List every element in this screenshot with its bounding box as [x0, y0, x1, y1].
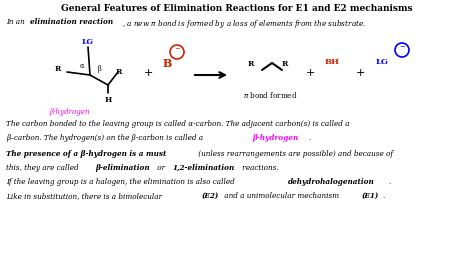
Text: The carbon bonded to the leaving group is called α-carbon. The adjacent carbon(s: The carbon bonded to the leaving group i…	[6, 120, 349, 128]
Text: General Features of Elimination Reactions for E1 and E2 mechanisms: General Features of Elimination Reaction…	[61, 4, 413, 13]
Text: LG: LG	[376, 58, 389, 66]
Text: .: .	[308, 134, 310, 142]
Text: β–carbon. The hydrogen(s) on the β-carbon is called a: β–carbon. The hydrogen(s) on the β-carbo…	[6, 134, 205, 142]
Text: R: R	[55, 65, 61, 73]
Text: or: or	[155, 164, 167, 172]
Text: α: α	[80, 62, 84, 70]
Text: $\pi$ bond formed: $\pi$ bond formed	[243, 90, 297, 100]
Text: +: +	[143, 68, 153, 78]
Text: , a new $\pi$ bond is formed by a loss of elements from the substrate.: , a new $\pi$ bond is formed by a loss o…	[122, 18, 366, 30]
Text: −: −	[174, 45, 180, 53]
Text: +: +	[356, 68, 365, 78]
Text: (unless rearrangements are possible) and because of: (unless rearrangements are possible) and…	[196, 150, 393, 158]
Text: BH: BH	[325, 58, 340, 66]
Text: β-hydrogen: β-hydrogen	[252, 134, 298, 142]
Text: 1,2-elimination: 1,2-elimination	[173, 164, 235, 172]
Text: elimination reaction: elimination reaction	[30, 18, 113, 26]
Text: +: +	[305, 68, 315, 78]
Text: −: −	[399, 43, 405, 51]
Text: Like in substitution, there is a bimolecular: Like in substitution, there is a bimolec…	[6, 192, 164, 200]
Text: and a unimolecular mechanism: and a unimolecular mechanism	[222, 192, 341, 200]
Text: H: H	[104, 96, 111, 104]
Text: reactions.: reactions.	[240, 164, 279, 172]
Text: The presence of a β-hydrogen is a must: The presence of a β-hydrogen is a must	[6, 150, 166, 158]
Text: R: R	[282, 60, 288, 68]
Text: .: .	[382, 192, 384, 200]
Text: β-elimination: β-elimination	[95, 164, 150, 172]
Text: LG: LG	[82, 38, 94, 46]
Text: R: R	[248, 60, 255, 68]
Text: R: R	[116, 68, 122, 76]
Text: (E1): (E1)	[362, 192, 379, 200]
Text: If the leaving group is a halogen, the elimination is also called: If the leaving group is a halogen, the e…	[6, 178, 237, 186]
Text: In an: In an	[6, 18, 27, 26]
Text: β-hydrogen: β-hydrogen	[50, 108, 91, 116]
Text: β: β	[98, 65, 102, 73]
Text: B: B	[162, 58, 172, 69]
Text: this, they are called: this, they are called	[6, 164, 81, 172]
Text: (E2): (E2)	[202, 192, 219, 200]
Text: .: .	[388, 178, 390, 186]
Text: dehydrohalogenation: dehydrohalogenation	[288, 178, 375, 186]
